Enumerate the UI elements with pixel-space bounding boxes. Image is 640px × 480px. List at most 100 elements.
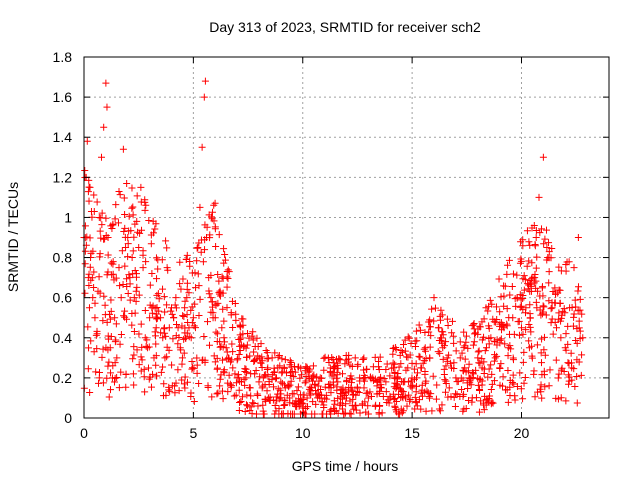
data-point	[280, 364, 288, 372]
data-point	[207, 294, 215, 302]
data-point	[542, 311, 550, 319]
data-point	[89, 294, 97, 302]
data-point	[181, 297, 189, 305]
data-point	[200, 93, 208, 101]
data-point	[249, 399, 257, 407]
data-point	[422, 407, 430, 415]
data-point	[130, 351, 138, 359]
data-point	[256, 373, 264, 381]
data-point	[160, 293, 168, 301]
data-point	[229, 364, 237, 372]
data-point	[150, 229, 158, 237]
data-point	[85, 176, 93, 184]
data-point	[480, 333, 488, 341]
data-point	[537, 381, 545, 389]
data-point	[562, 330, 570, 338]
data-point	[98, 221, 106, 229]
data-point	[528, 342, 536, 350]
data-point	[538, 335, 546, 343]
data-point	[320, 366, 328, 374]
data-point	[174, 340, 182, 348]
data-point	[241, 381, 249, 389]
data-point	[232, 316, 240, 324]
data-point	[279, 410, 287, 418]
data-point	[214, 299, 222, 307]
data-point	[218, 324, 226, 332]
data-point	[81, 247, 89, 255]
data-point	[366, 373, 374, 381]
data-point	[181, 373, 189, 381]
data-point	[519, 242, 527, 250]
data-point	[223, 283, 231, 291]
data-point	[213, 338, 221, 346]
data-point	[309, 377, 317, 385]
data-point	[459, 392, 467, 400]
data-point	[235, 406, 243, 414]
data-point	[133, 192, 141, 200]
data-point	[364, 402, 372, 410]
data-point	[490, 377, 498, 385]
data-point	[177, 285, 185, 293]
data-point	[264, 372, 272, 380]
data-point	[464, 397, 472, 405]
data-point	[175, 387, 183, 395]
data-point	[231, 370, 239, 378]
data-point	[460, 405, 468, 413]
data-point	[230, 392, 238, 400]
data-point	[343, 378, 351, 386]
data-point	[221, 250, 229, 258]
data-point	[428, 305, 436, 313]
data-point	[90, 348, 98, 356]
data-point	[398, 348, 406, 356]
data-point	[572, 336, 580, 344]
data-point	[252, 366, 260, 374]
data-point	[555, 315, 563, 323]
data-point	[545, 239, 553, 247]
data-point	[216, 287, 224, 295]
data-point	[500, 302, 508, 310]
data-point	[425, 328, 433, 336]
data-point	[574, 283, 582, 291]
data-point	[442, 377, 450, 385]
data-point	[96, 227, 104, 235]
data-point	[168, 382, 176, 390]
data-point	[559, 307, 567, 315]
data-point	[107, 333, 115, 341]
data-point	[504, 398, 512, 406]
data-point	[143, 336, 151, 344]
data-point	[191, 269, 199, 277]
data-point	[141, 206, 149, 214]
data-point	[188, 303, 196, 311]
data-point	[344, 355, 352, 363]
data-point	[351, 354, 359, 362]
data-point	[91, 299, 99, 307]
data-point	[513, 271, 521, 279]
data-point	[101, 311, 109, 319]
data-point	[247, 370, 255, 378]
data-point	[398, 377, 406, 385]
data-point	[223, 304, 231, 312]
data-point	[115, 264, 123, 272]
data-point	[517, 385, 525, 393]
data-point	[130, 328, 138, 336]
data-point	[223, 348, 231, 356]
data-point	[344, 388, 352, 396]
data-point	[88, 274, 96, 282]
data-point	[555, 286, 563, 294]
data-point	[337, 393, 345, 401]
data-point	[553, 324, 560, 332]
data-point	[135, 244, 143, 252]
data-point	[205, 211, 213, 219]
data-point	[275, 395, 283, 403]
data-point	[188, 365, 196, 373]
data-point	[133, 346, 141, 354]
data-point	[497, 335, 505, 343]
data-point	[228, 356, 236, 364]
data-point	[107, 369, 115, 377]
data-point	[421, 370, 429, 378]
data-point	[236, 346, 244, 354]
data-point	[416, 353, 424, 361]
data-point	[407, 340, 415, 348]
data-point	[193, 244, 201, 252]
data-point	[152, 361, 160, 369]
